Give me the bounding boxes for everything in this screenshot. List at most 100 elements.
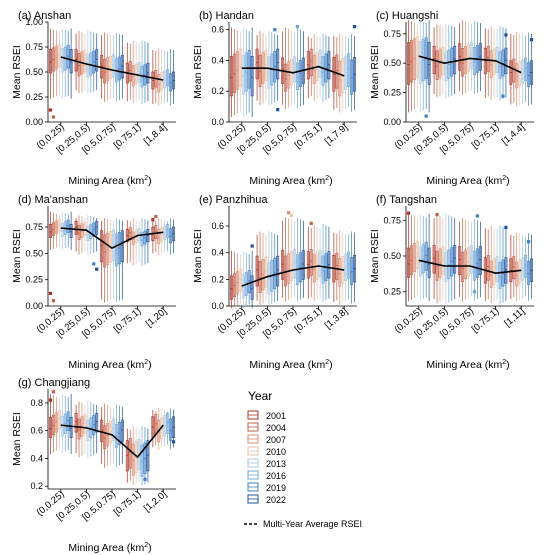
y-tick-label: 0.6: [211, 25, 224, 35]
y-tick-label: 0.25: [383, 287, 401, 297]
box: [49, 223, 52, 238]
outlier-point: [250, 244, 254, 248]
box: [309, 249, 313, 276]
outlier-point: [171, 440, 176, 444]
box: [461, 251, 465, 283]
outlier-point: [51, 299, 56, 303]
box: [83, 221, 87, 236]
legend-items: 2001 2004 2007 2010 2013 2016 2019 2022: [247, 410, 286, 505]
box: [103, 234, 107, 268]
x-tick-label: [0.75,1): [112, 306, 144, 335]
box: [66, 411, 70, 432]
box: [103, 425, 107, 450]
box: [338, 258, 342, 287]
y-tick-label: 0.8: [30, 398, 43, 408]
box: [515, 63, 519, 89]
box: [166, 224, 170, 238]
box: [492, 48, 496, 76]
legend-avg-label: Multi-Year Average RSEI: [263, 519, 362, 529]
box: [453, 45, 457, 75]
x-tick-label: [0.75,1): [112, 122, 144, 151]
average-line: [241, 265, 345, 287]
y-tick-label: 0.4: [211, 248, 224, 258]
box: [57, 410, 61, 430]
box: [495, 256, 499, 283]
box: [524, 255, 528, 278]
chart-title: (b) Handan: [199, 10, 254, 22]
box: [57, 218, 61, 232]
box: [232, 53, 236, 94]
box: [350, 257, 354, 286]
legend-item: 2001: [247, 410, 286, 421]
legend-item: 2013: [247, 458, 286, 469]
box: [86, 54, 90, 78]
y-tick-label: 0.50: [25, 248, 43, 258]
legend-item: 2016: [247, 470, 286, 481]
average-line: [60, 227, 164, 250]
x-axis-label: Mining Area (km2): [249, 175, 332, 187]
x-axis-label: Mining Area (km2): [426, 359, 509, 371]
box: [407, 247, 410, 278]
box: [424, 241, 428, 271]
y-axis-label: Mean RSEI: [11, 229, 23, 283]
box: [412, 243, 416, 273]
box: [166, 69, 170, 87]
box: [169, 228, 173, 244]
x-axis-label: Mining Area (km2): [68, 175, 151, 187]
chart-title: (d) Ma'anshan: [18, 194, 88, 206]
box: [137, 62, 141, 83]
box: [77, 418, 81, 440]
box: [276, 48, 280, 80]
x-tick-label: [1,20]: [144, 306, 169, 330]
box: [472, 47, 476, 76]
box: [114, 233, 118, 267]
outlier-point: [435, 212, 439, 217]
box: [146, 440, 150, 472]
box: [509, 258, 513, 283]
y-tick-label: 0.0: [211, 117, 224, 127]
box: [467, 247, 470, 277]
legend-item-label: 2022: [266, 495, 286, 505]
y-axis-label: Mean RSEI: [369, 45, 381, 99]
legend-item-label: 2019: [266, 483, 286, 493]
box: [515, 261, 519, 287]
box: [335, 252, 339, 280]
y-tick-label: 0.00: [383, 117, 401, 127]
box: [103, 59, 107, 84]
box: [478, 246, 482, 275]
box: [335, 54, 339, 89]
box: [74, 221, 78, 235]
y-axis-label: Mean RSEI: [11, 45, 23, 99]
box: [83, 414, 87, 434]
box: [95, 221, 99, 235]
y-tick-label: 0.00: [25, 301, 43, 311]
box: [421, 244, 425, 274]
chart-title: (f) Tangshan: [376, 194, 437, 206]
box: [512, 256, 516, 280]
box: [230, 275, 233, 300]
box: [498, 51, 502, 79]
outlier-point: [529, 38, 534, 42]
box: [258, 261, 262, 294]
average-line: [241, 65, 345, 77]
box: [287, 253, 291, 284]
legend-item-label: 2010: [266, 447, 286, 457]
average-line: [60, 56, 164, 81]
box: [504, 257, 508, 284]
box: [293, 249, 296, 279]
outlier-point: [286, 211, 291, 215]
box: [276, 255, 280, 287]
y-tick-label: 0.4: [211, 55, 224, 65]
box: [281, 250, 285, 280]
box: [418, 41, 422, 84]
box: [350, 59, 354, 95]
box: [244, 52, 248, 92]
outlier-point: [51, 390, 56, 394]
box: [521, 257, 525, 281]
outlier-point: [143, 477, 147, 481]
box: [131, 65, 135, 87]
